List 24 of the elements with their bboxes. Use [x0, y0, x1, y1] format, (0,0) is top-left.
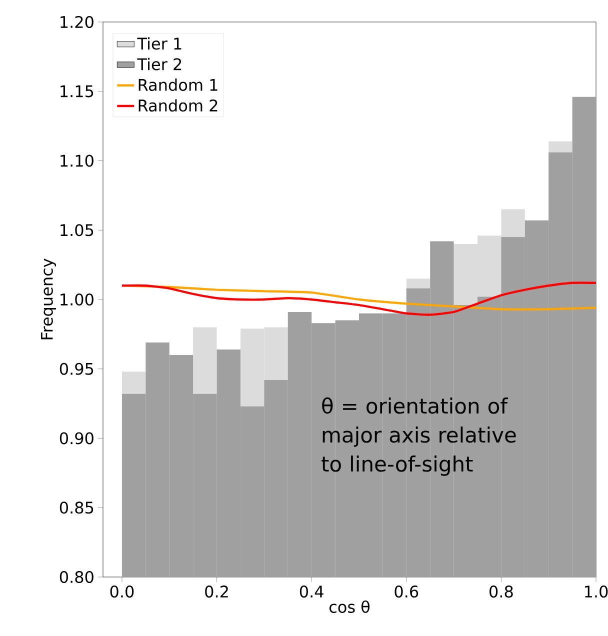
y-tick-label: 1.15: [60, 85, 94, 98]
legend-label: Random 2: [138, 99, 218, 112]
y-axis-title: Frequency: [41, 258, 56, 340]
legend-label: Tier 2: [137, 58, 182, 70]
y-tick-label: 1.20: [60, 16, 94, 28]
x-axis-title: cos θ: [329, 600, 370, 613]
legend-label: Tier 1: [137, 37, 182, 50]
x-tick-label: 1.0: [585, 586, 608, 598]
y-tick-label: 1.05: [60, 224, 94, 236]
y-tick-label: 1.10: [60, 154, 94, 167]
x-tick-label: 0.8: [490, 586, 513, 598]
line-series: [120, 282, 596, 316]
y-tick-label: 0.95: [60, 362, 94, 375]
x-tick-label: 0.2: [205, 586, 228, 598]
y-tick-label: 0.90: [60, 432, 94, 444]
y-tick-label: 0.85: [60, 502, 94, 514]
annotation: θ = orientation of major axis relative to line-of-sight: [322, 397, 516, 476]
x-tick-label: 0.6: [394, 586, 418, 598]
line-series: [120, 284, 596, 310]
y-tick-label: 0.80: [60, 570, 94, 584]
y-tick-label: 1.00: [60, 293, 94, 306]
legend-label: Random 1: [138, 78, 218, 91]
x-tick-label: 0.4: [300, 586, 324, 598]
x-tick-label: 0.0: [110, 586, 134, 598]
